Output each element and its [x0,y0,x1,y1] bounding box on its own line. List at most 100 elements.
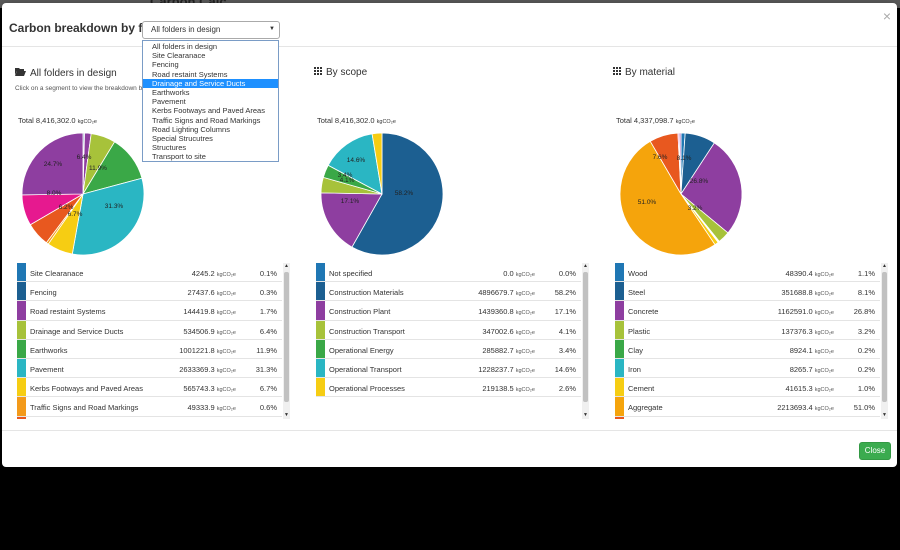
row-unit: kgCO₂e [814,291,834,298]
scroll-up-arrow-icon[interactable]: ▲ [583,263,588,269]
row-value: 137376.3 kgCO₂e [781,327,834,336]
color-swatch [316,301,325,320]
row-unit: kgCO₂e [814,310,834,317]
row-unit: kgCO₂e [814,367,834,374]
color-swatch [316,378,325,397]
table-row[interactable]: Kerbs Footways and Paved Areas 565743.3 k… [17,378,282,398]
pie-slice-label: 6.2% [59,204,74,211]
pie-slice-label: 31.3% [105,203,124,210]
pie-slice-label: 17.1% [341,198,360,205]
dropdown-option[interactable]: Drainage and Service Ducts [143,78,278,88]
row-value-number: 285882.7 [482,345,514,355]
dropdown-option[interactable]: Special Strucutres [152,133,213,143]
pie-slice[interactable] [678,132,682,195]
color-swatch [17,301,26,320]
table-row[interactable]: Clay 8924.1 kgCO₂e 0.2% [615,339,880,359]
dropdown-option[interactable]: Transport to site [152,152,206,162]
scroll-thumb[interactable] [882,272,887,402]
row-unit: kgCO₂e [515,272,535,278]
dropdown-option[interactable]: Pavement [152,97,186,107]
pie-slice[interactable] [680,142,743,234]
table-row[interactable]: Road restaint Systems 144419.8 kgCO₂e 1.7% [17,301,282,321]
pie-slice[interactable] [71,177,145,256]
color-swatch [316,358,325,378]
table-row[interactable]: Traffic Signs and Road Markings 49333.9 k… [17,397,282,417]
dropdown-option[interactable]: Fencing [152,60,179,70]
scroll-up-arrow-icon[interactable]: ▲ [882,263,887,269]
table-row[interactable]: Operational Energy 285882.7 kgCO₂e 3.4% [316,339,581,359]
row-name: Clay [628,345,644,355]
pie-chart-svg[interactable]: 8.1% 26.8% 3.2% 51.0% 7.6% [611,128,751,260]
scroll-up-arrow-icon[interactable]: ▲ [284,263,289,269]
table-row[interactable]: Bitumen329600.0 kgCO₂e7.6% [615,416,880,419]
dropdown-option[interactable]: Traffic Signs and Road Markings [152,115,261,125]
pie-chart[interactable]: 8.1% 26.8% 3.2% 51.0% 7.6% [611,128,751,260]
pie-slice-label: 6.4% [77,154,92,161]
row-value-number: 1439360.8 [478,307,514,317]
pie-chart[interactable]: 58.2% 17.1% 4.1% 3.4% 14.6% [312,128,452,260]
pie-slice[interactable] [351,132,444,256]
close-button[interactable]: Close [859,442,891,460]
row-name: Steel [628,288,646,298]
table-row[interactable]: Construction Transport 347002.6 kgCO₂e 4.1… [316,320,581,340]
color-swatch [316,282,325,301]
scroll-thumb[interactable] [284,272,289,402]
table-row[interactable]: Operational Processes 219138.5 kgCO₂e 2.6% [316,378,581,398]
scroll-down-arrow-icon[interactable]: ▼ [284,412,289,418]
table-row[interactable]: Earthworks 1001221.8 kgCO₂e 11.9% [17,339,282,359]
pie-chart-svg[interactable]: 58.2% 17.1% 4.1%3.4% 14.6% [312,128,452,260]
row-percent: 0.2% [857,364,875,374]
table-row[interactable]: Wood 48390.4 kgCO₂e 1.1% [615,263,880,283]
row-percent: 6.7% [259,384,277,394]
total-label: Total 4,337,098.7 kgCO₂e [616,116,695,125]
pie-chart[interactable]: 6.4% 11.9% 31.3% 6.7% 6.2% 8.0% 24.7% [13,128,153,260]
table-row[interactable]: Cement 41615.3 kgCO₂e 1.0% [615,378,880,398]
folder-dropdown-list[interactable]: All folders in design Site Clearanace Fenc… [142,40,279,162]
table-row[interactable]: Site Clearanace 4245.2 kgCO₂e 0.1% [17,263,282,283]
dropdown-option[interactable]: Structures [152,143,187,153]
dropdown-option[interactable]: Site Clearanace [152,51,206,61]
row-percent: 17.1% [554,307,576,317]
pie-slice[interactable] [21,132,84,196]
table-row[interactable]: Aggregate 2213693.4 kgCO₂e 51.0% [615,397,880,417]
panel-title-text: By material [625,67,676,78]
scroll-down-arrow-icon[interactable]: ▼ [882,412,887,418]
table-row[interactable]: Plastic 137376.3 kgCO₂e 3.2% [615,320,880,340]
row-value-number: 1228237.7 [478,364,514,374]
table-row[interactable]: Pavement 2633369.3 kgCO₂e 31.3% [17,358,282,379]
table-row[interactable]: Drainage and Service Ducts 534506.9 kgCO₂… [17,320,282,340]
dropdown-option[interactable]: All folders in design [152,42,218,51]
scroll-down-arrow-icon[interactable]: ▼ [583,412,588,418]
close-icon[interactable]: × [882,8,891,24]
table-row[interactable]: Operational Transport 1228237.7 kgCO₂e 14.… [316,358,581,379]
dropdown-option[interactable]: Earthworks [152,87,190,97]
row-unit: kgCO₂e [814,272,834,278]
folder-select[interactable]: All folders in design ▼ [142,21,280,39]
table-row[interactable]: Not specified 0.0 kgCO₂e 0.0% [316,263,581,283]
pie-slice[interactable] [320,192,383,248]
table-row[interactable]: Construction Materials 4896679.7 kgCO₂e 58… [316,282,581,302]
color-swatch [17,263,26,282]
table-row[interactable]: Concrete 1162591.0 kgCO₂e 26.8% [615,301,880,321]
table-scrollbar[interactable]: ▲ ▼ [881,263,888,419]
table-scrollbar[interactable]: ▲ ▼ [582,263,589,419]
row-value-number: 4896679.7 [478,288,514,298]
row-percent: 26.8% [853,307,875,317]
pie-slice[interactable] [371,132,383,195]
row-name: Traffic Signs and Road Markings [30,403,139,413]
pie-chart-svg[interactable]: 6.4% 11.9% 31.3% 6.7%6.2% 8.0% 24.7% [13,128,153,260]
dropdown-option[interactable]: Kerbs Footways and Paved Areas [152,106,265,116]
table-row[interactable]: Steel 351688.8 kgCO₂e 8.1% [615,282,880,302]
dropdown-option[interactable]: Road restaint Systems [152,69,228,79]
table-row[interactable]: Iron 8265.7 kgCO₂e 0.2% [615,358,880,379]
pie-slice[interactable] [327,133,383,195]
table-scrollbar[interactable]: ▲ ▼ [283,263,290,419]
scroll-thumb[interactable] [583,272,588,402]
pie-slice[interactable] [619,140,716,256]
table-row[interactable]: Construction Plant 1439360.8 kgCO₂e 17.1% [316,301,581,321]
row-percent: 0.2% [857,345,875,355]
row-value: 285882.7 kgCO₂e [482,346,535,355]
dropdown-option[interactable]: Road Lighting Columns [152,124,230,134]
table-row[interactable]: Fencing 27437.6 kgCO₂e 0.3% [17,282,282,302]
